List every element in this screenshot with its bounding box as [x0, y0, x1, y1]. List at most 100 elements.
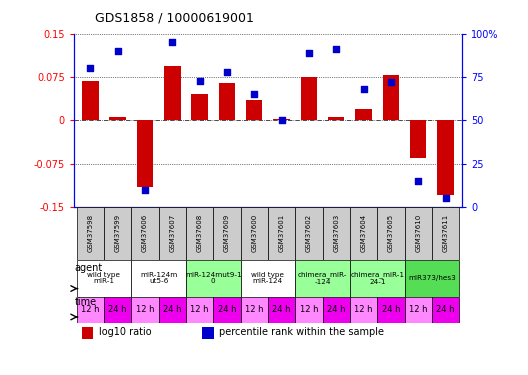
Bar: [295, 297, 323, 323]
Text: 12 h: 12 h: [191, 305, 209, 314]
Text: GSM37603: GSM37603: [333, 214, 340, 252]
Bar: [295, 207, 323, 260]
Bar: [213, 297, 241, 323]
Bar: [432, 297, 459, 323]
Text: GSM37598: GSM37598: [87, 214, 93, 252]
Text: 24 h: 24 h: [108, 305, 127, 314]
Text: percentile rank within the sample: percentile rank within the sample: [220, 327, 384, 337]
Bar: [137, 120, 153, 187]
Text: 12 h: 12 h: [245, 305, 263, 314]
Bar: [219, 83, 235, 120]
Bar: [274, 119, 290, 120]
Bar: [404, 207, 432, 260]
Bar: [131, 297, 158, 323]
Text: wild type
miR-124: wild type miR-124: [251, 272, 285, 284]
Bar: [378, 207, 404, 260]
Point: [141, 187, 149, 193]
Bar: [301, 77, 317, 120]
Bar: [186, 207, 213, 260]
Point: [386, 79, 395, 85]
Bar: [246, 100, 262, 120]
Text: GSM37608: GSM37608: [196, 214, 203, 252]
Point: [168, 39, 176, 45]
Bar: [295, 260, 350, 297]
Text: GSM37611: GSM37611: [442, 214, 449, 252]
Text: 12 h: 12 h: [354, 305, 373, 314]
Bar: [77, 297, 104, 323]
Point: [250, 92, 259, 98]
Text: wild type
miR-1: wild type miR-1: [88, 272, 120, 284]
Bar: [158, 207, 186, 260]
Bar: [192, 94, 208, 120]
Text: 12 h: 12 h: [136, 305, 154, 314]
Bar: [404, 297, 432, 323]
Bar: [383, 75, 399, 120]
Text: GSM37600: GSM37600: [251, 214, 257, 252]
Bar: [158, 297, 186, 323]
Bar: [131, 260, 186, 297]
Text: GSM37599: GSM37599: [115, 214, 120, 252]
Bar: [328, 117, 344, 120]
Bar: [186, 297, 213, 323]
Text: miR-124m
ut5-6: miR-124m ut5-6: [140, 272, 177, 284]
Point: [114, 48, 122, 54]
Text: chimera_miR-
-124: chimera_miR- -124: [298, 272, 347, 285]
Bar: [241, 297, 268, 323]
Bar: [241, 260, 295, 297]
Text: GSM37606: GSM37606: [142, 214, 148, 252]
Text: 24 h: 24 h: [382, 305, 400, 314]
Point: [360, 86, 368, 92]
Bar: [186, 260, 241, 297]
Text: GSM37604: GSM37604: [361, 214, 366, 252]
Text: 24 h: 24 h: [436, 305, 455, 314]
Point: [332, 46, 341, 53]
Text: 12 h: 12 h: [300, 305, 318, 314]
Text: 12 h: 12 h: [81, 305, 100, 314]
Text: 24 h: 24 h: [327, 305, 345, 314]
Bar: [323, 297, 350, 323]
Point: [414, 178, 422, 184]
Text: GSM37610: GSM37610: [416, 214, 421, 252]
Bar: [268, 207, 295, 260]
Bar: [355, 109, 372, 120]
Bar: [404, 260, 459, 297]
Text: 12 h: 12 h: [409, 305, 428, 314]
Text: 24 h: 24 h: [272, 305, 291, 314]
Bar: [378, 297, 404, 323]
Bar: [241, 207, 268, 260]
Bar: [202, 327, 214, 339]
Bar: [410, 120, 427, 158]
Point: [441, 195, 450, 201]
Text: time: time: [74, 297, 97, 307]
Bar: [77, 207, 104, 260]
Bar: [432, 207, 459, 260]
Bar: [323, 207, 350, 260]
Point: [277, 117, 286, 123]
Text: miR-124mut9-1
0: miR-124mut9-1 0: [185, 272, 242, 284]
Text: 24 h: 24 h: [163, 305, 182, 314]
Text: GSM37607: GSM37607: [169, 214, 175, 252]
Bar: [104, 207, 131, 260]
Bar: [350, 297, 378, 323]
Bar: [82, 327, 93, 339]
Text: GDS1858 / 10000619001: GDS1858 / 10000619001: [95, 11, 254, 24]
Bar: [77, 260, 131, 297]
Text: miR373/hes3: miR373/hes3: [408, 275, 456, 281]
Bar: [268, 297, 295, 323]
Bar: [437, 120, 454, 195]
Bar: [82, 81, 99, 120]
Point: [223, 69, 231, 75]
Text: GSM37605: GSM37605: [388, 214, 394, 252]
Text: chimera_miR-1
24-1: chimera_miR-1 24-1: [350, 272, 404, 285]
Bar: [213, 207, 241, 260]
Bar: [350, 207, 378, 260]
Bar: [104, 297, 131, 323]
Point: [86, 65, 95, 71]
Text: GSM37609: GSM37609: [224, 214, 230, 252]
Text: log10 ratio: log10 ratio: [99, 327, 152, 337]
Point: [195, 78, 204, 84]
Bar: [350, 260, 404, 297]
Text: GSM37602: GSM37602: [306, 214, 312, 252]
Text: agent: agent: [74, 263, 103, 273]
Point: [305, 50, 313, 56]
